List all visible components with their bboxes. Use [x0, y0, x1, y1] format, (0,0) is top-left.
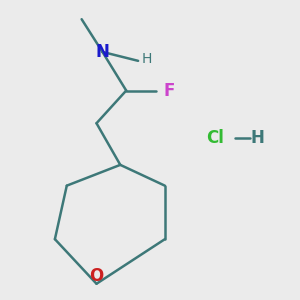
Text: Cl: Cl [206, 129, 224, 147]
Text: O: O [89, 267, 103, 285]
Text: F: F [164, 82, 175, 100]
Text: H: H [250, 129, 264, 147]
Text: N: N [95, 43, 110, 61]
Text: H: H [142, 52, 152, 66]
